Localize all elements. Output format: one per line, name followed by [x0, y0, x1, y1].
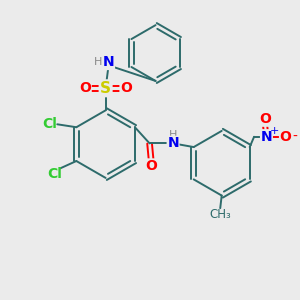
Text: N: N — [261, 130, 272, 144]
Text: H: H — [94, 57, 103, 68]
Text: O: O — [120, 81, 132, 95]
Text: O: O — [145, 159, 157, 173]
Text: O: O — [259, 112, 271, 126]
Text: N: N — [103, 56, 114, 69]
Text: H: H — [169, 130, 177, 140]
Text: S: S — [100, 81, 111, 96]
Text: O: O — [79, 81, 91, 95]
Text: -: - — [293, 130, 298, 144]
Text: Cl: Cl — [47, 167, 62, 181]
Text: +: + — [270, 127, 279, 136]
Text: Cl: Cl — [42, 117, 57, 131]
Text: CH₃: CH₃ — [209, 208, 231, 221]
Text: O: O — [280, 130, 292, 144]
Text: N: N — [167, 136, 179, 150]
